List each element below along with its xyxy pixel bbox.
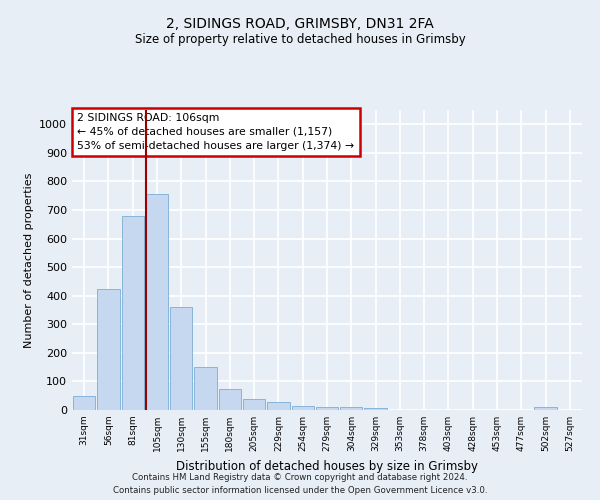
Bar (243, 398, 265, 410)
Bar (73, 396, 95, 410)
Bar (218, 388, 241, 410)
Text: Contains HM Land Registry data © Crown copyright and database right 2024.
Contai: Contains HM Land Registry data © Crown c… (113, 474, 487, 495)
X-axis label: Distribution of detached houses by size in Grimsby: Distribution of detached houses by size … (176, 460, 478, 472)
Bar (267, 402, 290, 410)
Text: 2 SIDINGS ROAD: 106sqm
← 45% of detached houses are smaller (1,157)
53% of semi-: 2 SIDINGS ROAD: 106sqm ← 45% of detached… (77, 113, 354, 151)
Bar (122, 216, 144, 410)
Bar (364, 408, 387, 410)
Bar (194, 367, 217, 410)
Bar (170, 307, 193, 410)
Bar (340, 407, 362, 410)
Text: Size of property relative to detached houses in Grimsby: Size of property relative to detached ho… (134, 32, 466, 46)
Bar (146, 194, 168, 410)
Bar (535, 407, 557, 410)
Y-axis label: Number of detached properties: Number of detached properties (23, 172, 34, 348)
Bar (316, 406, 338, 410)
Bar (292, 406, 314, 410)
Text: 2, SIDINGS ROAD, GRIMSBY, DN31 2FA: 2, SIDINGS ROAD, GRIMSBY, DN31 2FA (166, 18, 434, 32)
Bar (97, 288, 119, 410)
